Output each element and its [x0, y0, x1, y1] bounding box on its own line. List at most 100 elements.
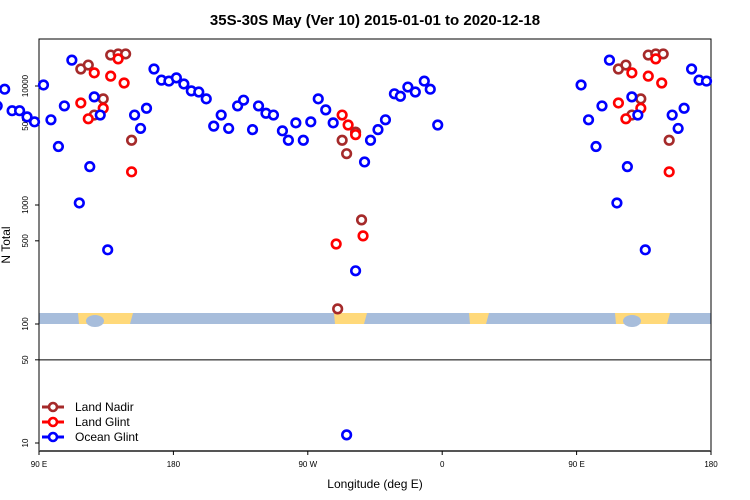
x-tick-label: 0 [440, 460, 445, 469]
data-point [620, 59, 632, 71]
data-point [341, 429, 353, 441]
data-point [657, 48, 669, 60]
data-point [320, 104, 332, 116]
y-tick-label: 500 [21, 234, 30, 248]
data-point [97, 93, 109, 105]
data-point [128, 109, 141, 121]
data-point [424, 83, 436, 95]
data-point [620, 113, 632, 125]
data-point [58, 100, 70, 112]
legend-label: Land Nadir [75, 400, 134, 414]
data-point [170, 72, 182, 84]
data-point [112, 53, 124, 65]
chart-title: 35S-30S May (Ver 10) 2015-01-01 to 2020-… [210, 12, 540, 29]
legend-marker [47, 431, 59, 443]
y-tick-label: 100 [21, 317, 30, 331]
data-point [626, 91, 638, 103]
land-strip-bay [86, 315, 104, 327]
data-point [678, 102, 690, 114]
data-point [379, 114, 392, 126]
data-point [642, 70, 654, 82]
data-point [75, 97, 87, 109]
data-point [663, 166, 675, 178]
data-point [282, 134, 294, 146]
data-point [0, 101, 3, 111]
data-point [409, 86, 421, 98]
data-point [394, 90, 406, 102]
data-point [28, 116, 41, 128]
x-axis-label: Longitude (deg E) [327, 477, 422, 491]
series-land-nadir [75, 48, 675, 315]
data-point [102, 244, 114, 256]
data-point [223, 122, 235, 135]
data-point [82, 113, 94, 125]
data-point [685, 63, 698, 75]
data-point [357, 230, 369, 242]
data-point [621, 161, 633, 173]
data-point [341, 148, 353, 160]
y-tick-label: 1000 [21, 196, 30, 214]
data-point [105, 70, 117, 82]
data-point [0, 83, 11, 95]
data-point [237, 94, 250, 106]
y-ticks: 10501005001000500010000 [21, 74, 39, 447]
data-point [13, 105, 26, 117]
data-point [88, 67, 100, 79]
data-point [276, 125, 289, 137]
data-point [342, 119, 354, 131]
land-strip-bay [623, 315, 641, 327]
data-point [246, 124, 259, 136]
data-point [140, 102, 153, 114]
map-strip [39, 313, 711, 327]
data-point [148, 63, 160, 75]
data-point [125, 134, 138, 146]
data-point [358, 156, 371, 168]
data-point [305, 116, 317, 128]
data-point [666, 109, 678, 121]
data-point [134, 122, 147, 135]
data-point [66, 54, 78, 66]
data-point [612, 97, 625, 109]
ocean-strip [39, 313, 711, 324]
data-point [656, 77, 668, 89]
data-point [84, 161, 96, 173]
x-tick-label: 90 E [31, 460, 47, 469]
land-strip-region [334, 313, 367, 324]
data-point [432, 119, 444, 131]
y-tick-label: 50 [21, 355, 30, 364]
data-point [611, 197, 623, 209]
data-point [355, 214, 368, 226]
data-point [125, 166, 138, 178]
data-point [639, 244, 651, 256]
y-axis-label: N Total [0, 226, 13, 263]
data-point [45, 114, 57, 126]
data-point [73, 197, 85, 209]
legend-marker [47, 416, 59, 428]
data-point [178, 78, 190, 90]
data-point [372, 124, 384, 136]
data-point [21, 111, 33, 123]
x-ticks: 90 E 180 90 W 0 90 E 180 [31, 451, 718, 469]
data-point [193, 86, 205, 98]
series-land-glint [75, 53, 675, 250]
data-point [252, 100, 265, 112]
x-tick-label: 180 [704, 460, 718, 469]
data-point [349, 129, 362, 141]
data-point [582, 114, 595, 126]
data-point [208, 120, 220, 132]
data-point [120, 48, 132, 60]
data-point [118, 77, 130, 89]
data-point [215, 109, 227, 121]
data-point [267, 109, 280, 121]
legend-label: Land Glint [75, 415, 130, 429]
data-point [336, 109, 348, 121]
data-point [626, 67, 638, 79]
data-point [312, 93, 324, 105]
series-ocean-glint [0, 54, 713, 441]
data-point [327, 117, 339, 129]
legend-label: Ocean Glint [75, 430, 139, 444]
data-point [590, 140, 602, 153]
y-tick-label: 10000 [21, 74, 30, 97]
